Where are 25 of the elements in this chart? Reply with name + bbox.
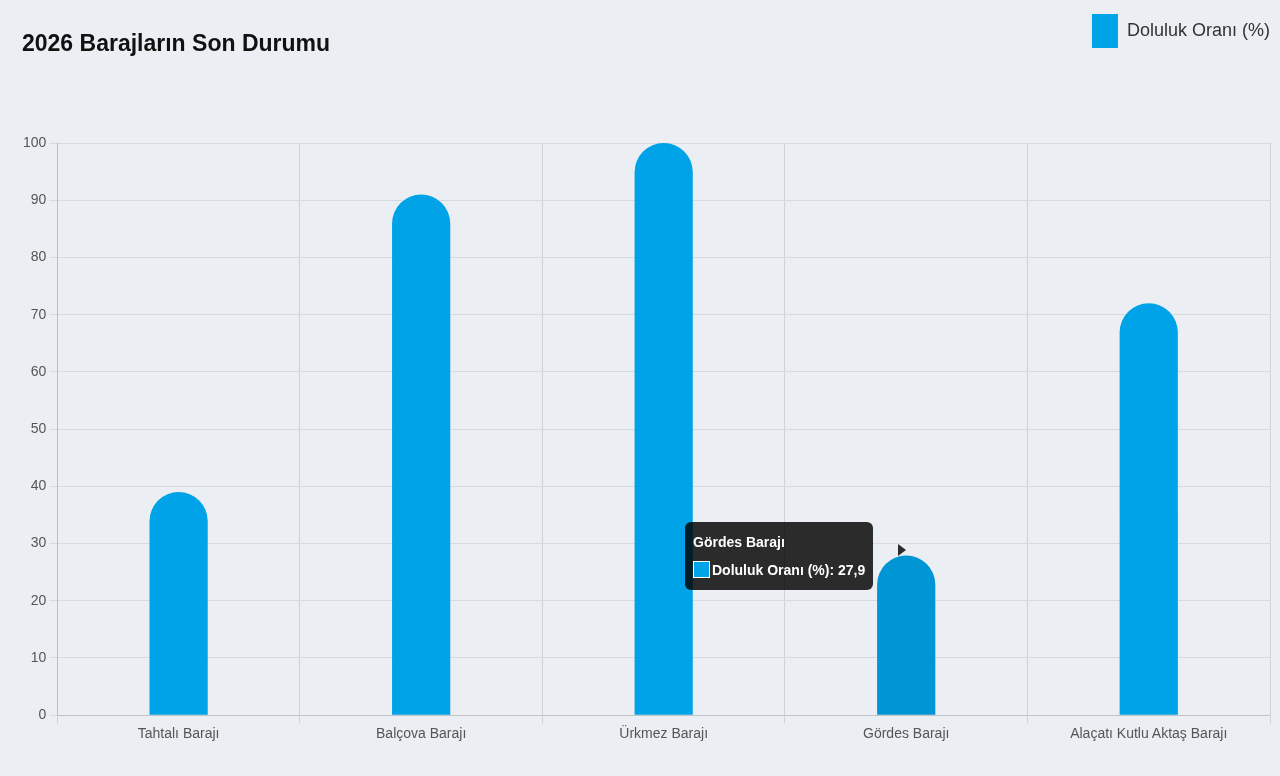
y-tick-label: 30 [30, 534, 47, 551]
y-tick-label: 100 [23, 133, 47, 150]
x-tick-label: Balçova Barajı [376, 725, 467, 742]
y-tick-label: 70 [30, 305, 47, 322]
x-tick-label: Gördes Barajı [863, 725, 950, 742]
bar [634, 143, 693, 715]
legend-label: Doluluk Oranı (%) [1126, 19, 1270, 40]
x-tick-label: Tahtalı Barajı [137, 725, 220, 742]
y-tick-label: 40 [30, 477, 47, 494]
y-tick-label: 80 [30, 248, 47, 265]
bar [1119, 303, 1178, 715]
y-tick-label: 20 [30, 591, 47, 608]
y-tick-label: 50 [30, 419, 47, 436]
annotation: Gördes Barajı [693, 533, 786, 552]
x-tick-label: Ürkmez Barajı [619, 724, 709, 742]
y-tick-label: 60 [30, 362, 47, 379]
bar [877, 555, 936, 715]
chart-title: 2026 Barajların Son Durumu [22, 30, 331, 57]
y-tick-label: 0 [38, 706, 47, 723]
x-tick-label: Alaçatı Kutlu Aktaş Barajı [1070, 725, 1228, 742]
annotation: Doluluk Oranı (%): 27,9 [711, 561, 866, 580]
bar [149, 492, 208, 715]
bar [392, 194, 451, 715]
y-tick-label: 10 [30, 648, 47, 665]
y-tick-label: 90 [30, 191, 47, 208]
